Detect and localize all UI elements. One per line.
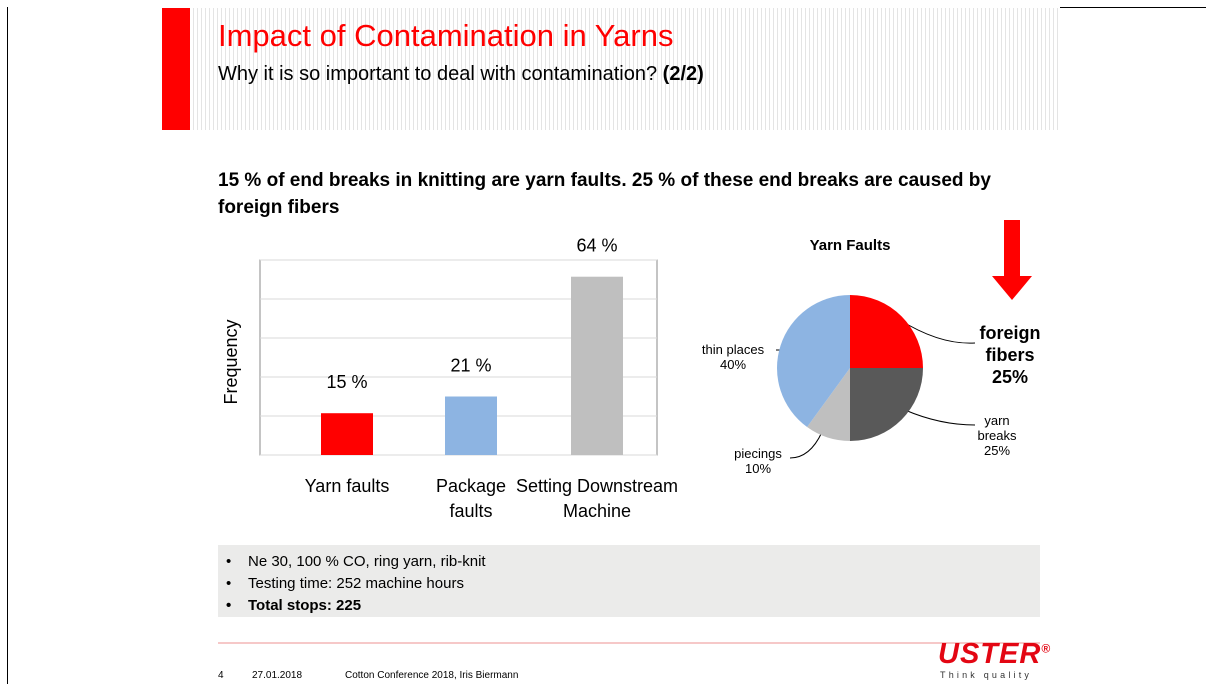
leader-line: [904, 409, 976, 426]
leader-line: [789, 431, 823, 459]
footer-date: 27.01.2018: [252, 670, 303, 681]
notes: • Ne 30, 100 % CO, ring yarn, rib-knit • Te…: [226, 551, 486, 617]
subtitle-bold: (2/2): [662, 63, 704, 85]
pie-slice: [850, 368, 923, 441]
bar: [445, 396, 497, 455]
notes-box: [218, 545, 1040, 617]
note-text: Testing time: 252 machine hours: [248, 575, 464, 592]
logo: USTER®: [938, 638, 1051, 671]
note-text: Ne 30, 100 % CO, ring yarn, rib-knit: [248, 553, 486, 570]
bullet: •: [226, 597, 232, 614]
arrow-shaft: [1004, 220, 1020, 276]
pie-label: thin places 40%: [683, 342, 783, 372]
pie-label: piecings 10%: [718, 446, 798, 476]
pie-slice: [807, 368, 850, 441]
header-band: [162, 8, 1058, 130]
pie-label-value: 40%: [719, 357, 747, 372]
data-label: 21 %: [450, 355, 491, 375]
note-item: • Ne 30, 100 % CO, ring yarn, rib-knit: [226, 551, 486, 573]
pie-label-name: piecings: [734, 446, 782, 461]
pie-slice: [777, 295, 850, 428]
pie-label-name: yarn breaks: [977, 413, 1017, 443]
bar: [571, 276, 623, 455]
x-tick-label: Setting Downstream Machine: [515, 476, 679, 521]
pie-label-name: thin places: [701, 342, 765, 357]
bullet: •: [226, 575, 232, 592]
header-accent: [162, 8, 190, 130]
x-tick-label: Yarn faults: [304, 476, 390, 496]
data-label: 64 %: [576, 235, 617, 255]
footer-event: Cotton Conference 2018, Iris Biermann: [345, 670, 519, 681]
pie-label-value: 10%: [744, 461, 772, 476]
pie-label-value: 25%: [983, 443, 1011, 458]
pie-label-name: foreign fibers: [979, 323, 1041, 365]
pie-label: foreign fibers 25%: [960, 322, 1060, 388]
note-text: Total stops: 225: [248, 597, 362, 614]
pie-label: yarn breaks 25%: [967, 413, 1027, 458]
data-label: 15 %: [326, 372, 367, 392]
note-item: • Testing time: 252 machine hours: [226, 573, 486, 595]
pie: [777, 295, 923, 441]
arrow-head: [992, 276, 1032, 300]
y-axis-label: Frequency: [221, 319, 241, 404]
subtitle: Why it is so important to deal with cont…: [218, 63, 704, 86]
bar: [321, 413, 373, 455]
pie-slice: [850, 295, 923, 368]
headline: 15 % of end breaks in knitting are yarn …: [218, 170, 991, 218]
x-tick-label: Package faults: [435, 476, 507, 521]
top-rule: [1060, 7, 1206, 8]
title: Impact of Contamination in Yarns: [218, 18, 674, 53]
pie-label-value: 25%: [991, 367, 1029, 387]
footer-page: 4: [218, 670, 224, 681]
logo-text: USTER: [938, 638, 1042, 670]
left-rule: [7, 7, 8, 684]
logo-mark: ®: [1041, 641, 1052, 656]
pie-title: Yarn Faults: [810, 237, 891, 254]
bullet: •: [226, 553, 232, 570]
tagline: Think quality: [940, 670, 1033, 680]
note-item: • Total stops: 225: [226, 595, 486, 617]
subtitle-text: Why it is so important to deal with cont…: [218, 63, 658, 85]
